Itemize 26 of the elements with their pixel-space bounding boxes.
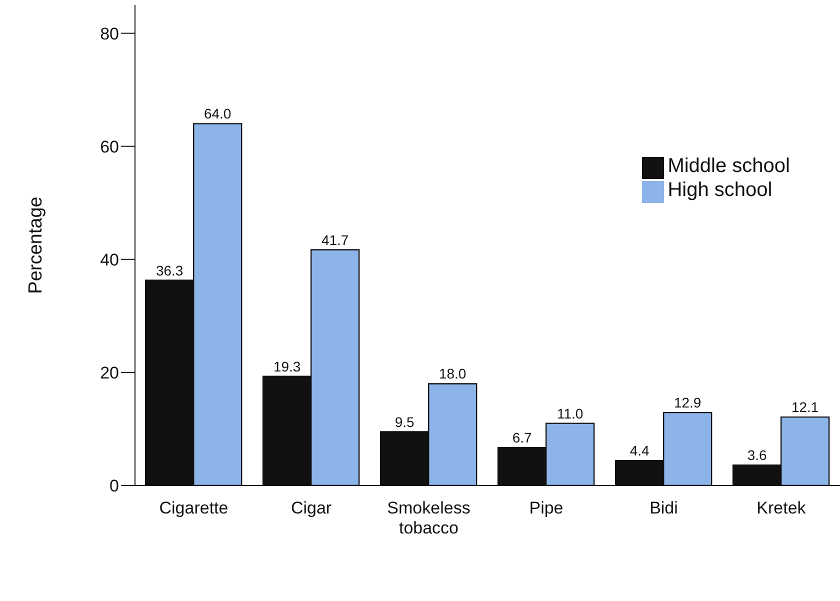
data-label: 6.7 [512,430,532,446]
y-tick-label: 20 [100,363,119,382]
x-tick-label: Bidi [650,498,678,518]
data-label: 64.0 [204,106,232,122]
data-label: 3.6 [747,447,768,464]
data-label: 19.3 [273,358,301,374]
data-label: 36.3 [156,262,184,278]
data-label: 41.7 [321,232,349,248]
y-axis-title: Percentage [26,196,47,294]
x-tick-label: Kretek [756,498,806,518]
data-label: 4.4 [630,442,650,459]
data-label: 9.5 [394,414,415,430]
y-tick-label: 60 [100,137,119,156]
legend-label: High school [668,178,772,201]
legend-label: Middle school [668,155,790,177]
x-tick-label: Smokeless tobacco [387,498,470,538]
x-tick-label: Cigar [290,498,332,518]
data-label: 11.0 [556,405,584,422]
y-tick-label: 40 [100,250,119,270]
data-label: 12.9 [674,394,702,411]
data-label: 12.1 [791,399,819,416]
x-tick-label: Cigarette [159,498,228,518]
y-tick-label: 0 [110,476,119,496]
y-tick-label: 80 [100,24,119,44]
x-tick-label: Pipe [529,498,564,518]
data-label: 18.0 [438,366,466,382]
